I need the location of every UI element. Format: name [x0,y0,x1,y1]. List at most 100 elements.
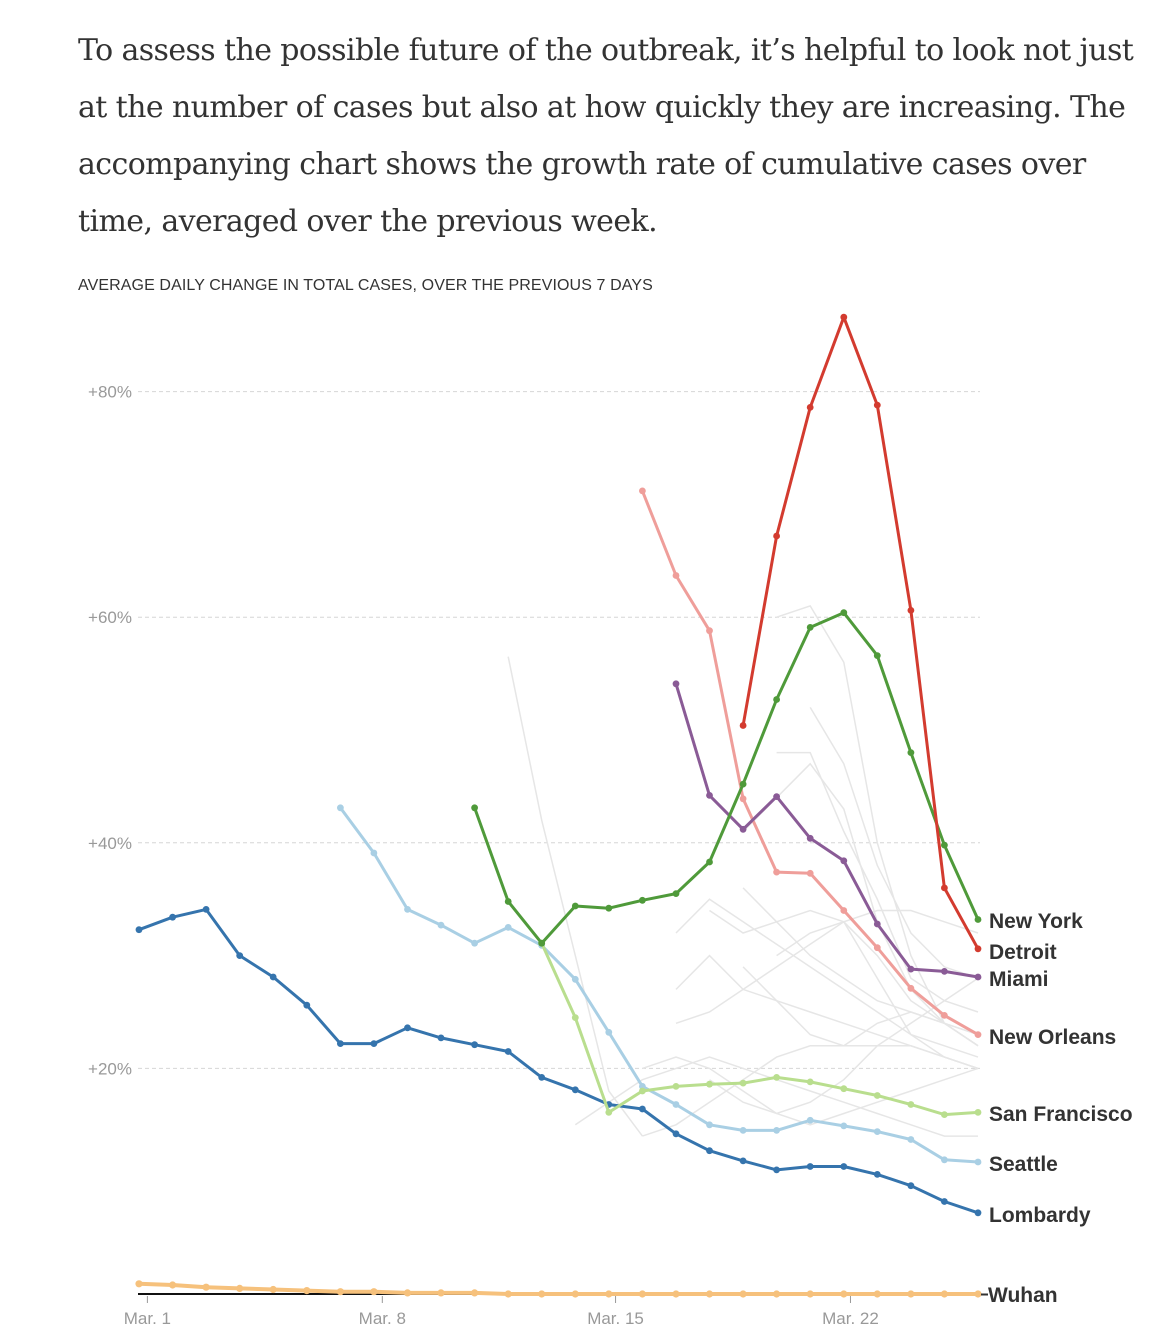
wuhan-point [403,1289,412,1297]
label-san-francisco: San Francisco [989,1103,1133,1126]
wuhan-point [471,1289,479,1297]
wuhan-point [370,1288,378,1296]
seattle-point [941,1156,948,1164]
wuhan-line [138,1281,978,1296]
lombardy-point [941,1198,948,1205]
detroit-point [773,532,780,540]
detroit-point [873,401,881,409]
new-orleans-point [639,487,646,495]
new-york-line [473,611,980,945]
label-seattle: Seattle [989,1153,1058,1176]
series-lines [135,313,982,1298]
lombardy-point [873,1171,881,1178]
new-york-point [974,916,982,923]
new-orleans-point [706,627,713,635]
series-detroit [739,313,982,953]
seattle-point [437,921,445,929]
new-york-point [706,858,713,866]
san-francisco-point [571,1014,579,1021]
wuhan-point [135,1280,143,1288]
label-lombardy: Lombardy [989,1204,1091,1227]
lombardy-point [907,1182,915,1190]
label-miami: Miami [989,968,1049,991]
lombardy-point [404,1024,411,1032]
seattle-point [773,1127,780,1134]
y-tick-label: +40% [88,834,132,853]
intro-paragraph: To assess the possible future of the out… [78,33,1134,239]
new-york-point [873,652,881,659]
wuhan-point [974,1290,982,1298]
seattle-point [672,1101,680,1108]
lombardy-point [437,1034,445,1042]
detroit-line [741,315,980,950]
lombardy-point [773,1166,780,1174]
lombardy-point [337,1040,344,1047]
background-line [507,656,644,1137]
miami-point [873,920,881,928]
new-york-point [840,609,848,617]
san-francisco-point [773,1074,780,1081]
seattle-point [471,939,478,947]
seattle-point [370,849,378,857]
wuhan-point [605,1290,613,1298]
miami-point [739,825,747,833]
lombardy-point [974,1209,982,1217]
series-labels: Wuhan Lombardy Seattle San Francisco New Orl… [981,910,1133,1307]
miami-line [674,683,979,979]
series-seattle [337,804,982,1166]
new-york-point [639,896,646,904]
lombardy-point [370,1040,378,1047]
new-orleans-point [974,1031,982,1038]
wuhan-point [236,1284,244,1292]
wuhan-point [940,1290,949,1298]
san-francisco-point [974,1109,982,1116]
lombardy-point [269,973,277,981]
new-york-point [739,780,747,788]
new-york-point [605,904,613,912]
san-francisco-point [605,1109,613,1116]
lombardy-point [471,1041,478,1049]
new-york-point [672,890,680,897]
seattle-point [571,975,579,983]
seattle-point [404,906,411,913]
san-francisco-point [941,1111,948,1118]
x-tick-label: Mar. 1 [124,1309,171,1328]
background-line [742,887,979,1047]
lombardy-point [538,1074,546,1081]
miami-point [773,793,780,800]
background-line [675,909,979,1025]
san-francisco-point [672,1083,680,1090]
lombardy-point [202,906,210,913]
series-wuhan [135,1280,982,1298]
san-francisco-line [540,942,979,1117]
miami-point [907,965,915,973]
lombardy-point [840,1163,848,1170]
wuhan-point [705,1290,714,1298]
detroit-point [907,607,915,614]
new-york-point [941,841,948,849]
wuhan-point [873,1290,881,1298]
seattle-point [739,1127,747,1134]
x-axis: Mar. 1 Mar. 8 Mar. 15 Mar. 22 [124,1293,960,1328]
new-york-point [471,804,478,812]
label-detroit: Detroit [989,941,1057,964]
wuhan-point [907,1290,915,1298]
label-wuhan: Wuhan [988,1284,1058,1307]
san-francisco-point [639,1087,646,1095]
background-line [642,1045,979,1137]
new-york-point [538,939,546,947]
new-york-point [504,898,512,905]
seattle-point [873,1128,881,1135]
wuhan-point [303,1287,311,1295]
san-francisco-point [706,1080,713,1088]
seattle-point [907,1136,915,1143]
wuhan-point [269,1285,277,1294]
miami-point [941,968,948,975]
new-orleans-point [672,572,680,579]
wuhan-point [638,1290,647,1298]
x-tick-label: Mar. 22 [822,1309,879,1328]
lombardy-point [169,913,177,921]
san-francisco-point [739,1079,747,1087]
new-orleans-point [941,1012,948,1019]
